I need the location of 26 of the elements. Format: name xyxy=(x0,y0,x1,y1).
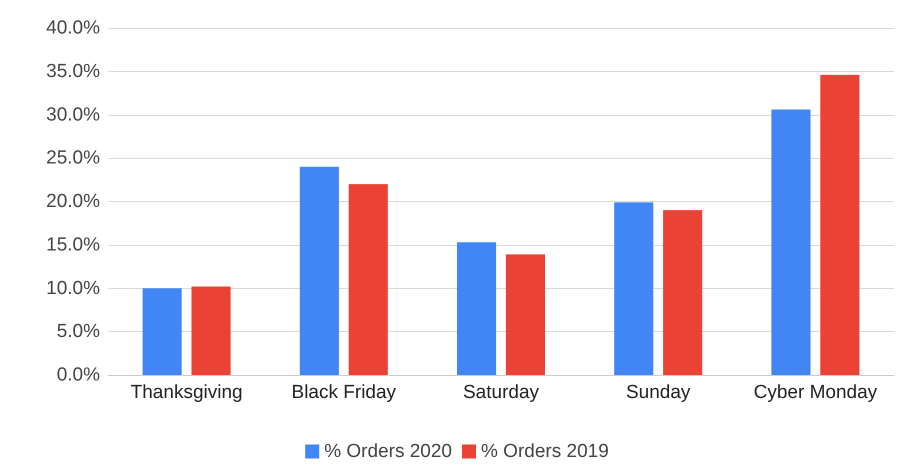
x-tick-label: Saturday xyxy=(462,382,540,403)
bar xyxy=(771,110,811,375)
bar xyxy=(142,288,182,375)
bar xyxy=(614,202,654,375)
bar xyxy=(348,184,388,375)
bar xyxy=(191,286,231,375)
y-tick-label: 40.0% xyxy=(46,18,100,38)
y-tick-label: 5.0% xyxy=(56,321,100,342)
bar xyxy=(506,254,546,375)
x-tick-label: Cyber Monday xyxy=(754,382,878,403)
y-tick-label: 0.0% xyxy=(56,364,100,386)
y-tick-label: 20.0% xyxy=(46,191,100,212)
y-tick-label: 35.0% xyxy=(46,60,100,82)
y-tick-label: 30.0% xyxy=(46,104,100,126)
y-tick-label: 25.0% xyxy=(46,148,100,169)
x-tick-label: Thanksgiving xyxy=(130,382,243,403)
y-tick-label: 15.0% xyxy=(46,234,100,256)
bar xyxy=(456,242,496,375)
y-tick-label: 10.0% xyxy=(46,278,100,299)
bar xyxy=(820,74,860,375)
bar xyxy=(663,210,702,375)
x-tick-label: Black Friday xyxy=(292,382,397,403)
legend-label: % Orders 2019 xyxy=(481,441,609,462)
legend-label: % Orders 2020 xyxy=(324,441,452,462)
x-tick-label: Sunday xyxy=(626,382,691,403)
bar xyxy=(300,166,339,375)
